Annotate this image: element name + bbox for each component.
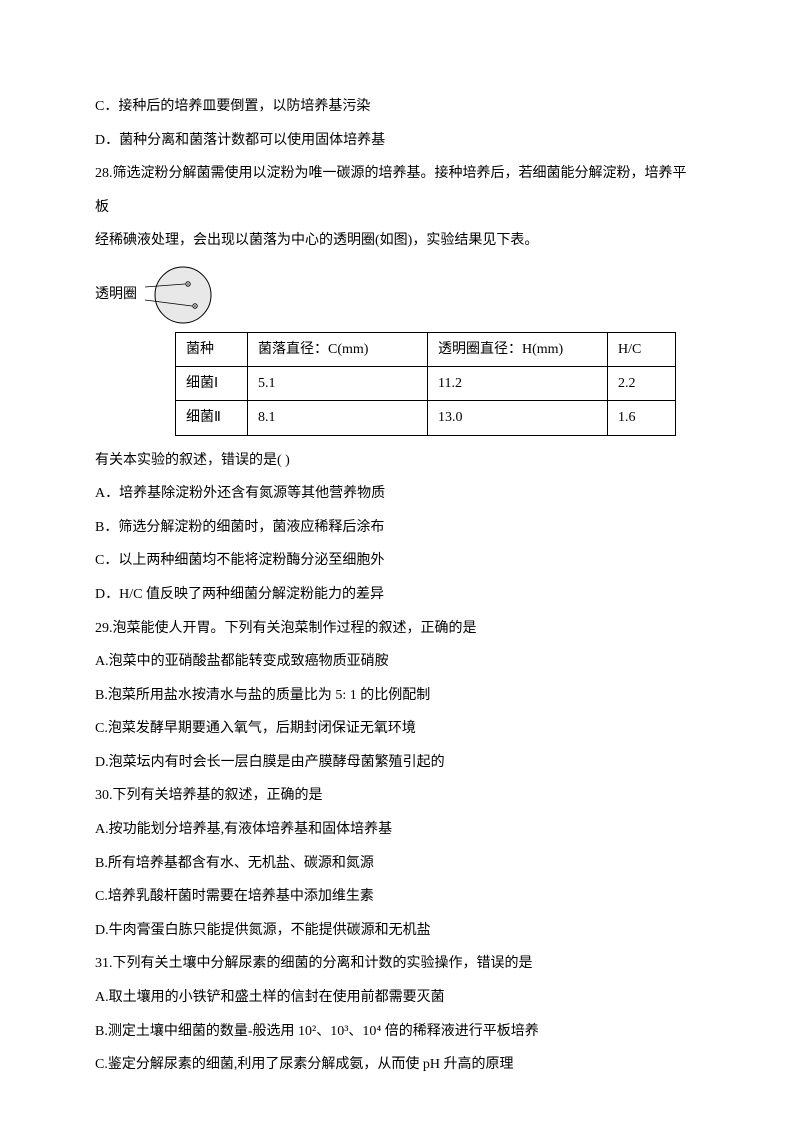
q30-b: B.所有培养基都含有水、无机盐、碳源和氮源 <box>95 847 699 881</box>
q31: 31.下列有关土壤中分解尿素的细菌的分离和计数的实验操作，错误的是 <box>95 947 699 981</box>
q31-b: B.测定土壤中细菌的数量-般选用 10²、10³、10⁴ 倍的稀释液进行平板培养 <box>95 1015 699 1049</box>
diagram-container: 透明圈 <box>95 264 219 326</box>
cell: 细菌Ⅰ <box>176 367 248 401</box>
q30-d: D.牛肉膏蛋白胨只能提供氮源，不能提供碳源和无机盐 <box>95 914 699 948</box>
cell: 13.0 <box>428 401 608 435</box>
th-hc: H/C <box>608 332 676 366</box>
q28-a: A．培养基除淀粉外还含有氮源等其他营养物质 <box>95 477 699 511</box>
th-h: 透明圈直径：H(mm) <box>428 332 608 366</box>
experiment-table: 菌种 菌落直径：C(mm) 透明圈直径：H(mm) H/C 细菌Ⅰ 5.1 11… <box>175 332 676 436</box>
petri-dish-icon <box>141 264 219 326</box>
q29: 29.泡菜能使人开胃。下列有关泡菜制作过程的叙述，正确的是 <box>95 612 699 646</box>
table-row: 细菌Ⅰ 5.1 11.2 2.2 <box>176 367 676 401</box>
q31-a: A.取土壤用的小铁铲和盛土样的信封在使用前都需要灭菌 <box>95 981 699 1015</box>
q28-line1: 28.筛选淀粉分解菌需使用以淀粉为唯一碳源的培养基。接种培养后，若细菌能分解淀粉… <box>95 157 699 224</box>
q29-b: B.泡菜所用盐水按清水与盐的质量比为 5: 1 的比例配制 <box>95 679 699 713</box>
cell: 1.6 <box>608 401 676 435</box>
q28-c: C．以上两种细菌均不能将淀粉酶分泌至细胞外 <box>95 544 699 578</box>
table-header-row: 菌种 菌落直径：C(mm) 透明圈直径：H(mm) H/C <box>176 332 676 366</box>
cell: 8.1 <box>248 401 428 435</box>
q30-a: A.按功能划分培养基,有液体培养基和固体培养基 <box>95 813 699 847</box>
q29-c: C.泡菜发酵早期要通入氧气，后期封闭保证无氧环境 <box>95 712 699 746</box>
th-species: 菌种 <box>176 332 248 366</box>
cell: 细菌Ⅱ <box>176 401 248 435</box>
table-row: 细菌Ⅱ 8.1 13.0 1.6 <box>176 401 676 435</box>
th-c: 菌落直径：C(mm) <box>248 332 428 366</box>
q30: 30.下列有关培养基的叙述，正确的是 <box>95 779 699 813</box>
q28-prompt: 有关本实验的叙述，错误的是( ) <box>95 444 699 478</box>
q31-c: C.鉴定分解尿素的细菌,利用了尿素分解成氨，从而使 pH 升高的原理 <box>95 1048 699 1082</box>
option-c: C．接种后的培养皿要倒置，以防培养基污染 <box>95 90 699 124</box>
option-d: D．菌种分离和菌落计数都可以使用固体培养基 <box>95 124 699 158</box>
q29-a: A.泡菜中的亚硝酸盐都能转变成致癌物质亚硝胺 <box>95 645 699 679</box>
cell: 11.2 <box>428 367 608 401</box>
q28-line2: 经稀碘液处理，会出现以菌落为中心的透明圈(如图)，实验结果见下表。 <box>95 224 699 258</box>
q28-d: D．H/C 值反映了两种细菌分解淀粉能力的差异 <box>95 578 699 612</box>
cell: 5.1 <box>248 367 428 401</box>
cell: 2.2 <box>608 367 676 401</box>
q30-c: C.培养乳酸杆菌时需要在培养基中添加维生素 <box>95 880 699 914</box>
diagram-row: 透明圈 <box>95 264 699 326</box>
q28-b: B．筛选分解淀粉的细菌时，菌液应稀释后涂布 <box>95 511 699 545</box>
q29-d: D.泡菜坛内有时会长一层白膜是由产膜酵母菌繁殖引起的 <box>95 746 699 780</box>
diagram-label: 透明圈 <box>95 278 137 312</box>
